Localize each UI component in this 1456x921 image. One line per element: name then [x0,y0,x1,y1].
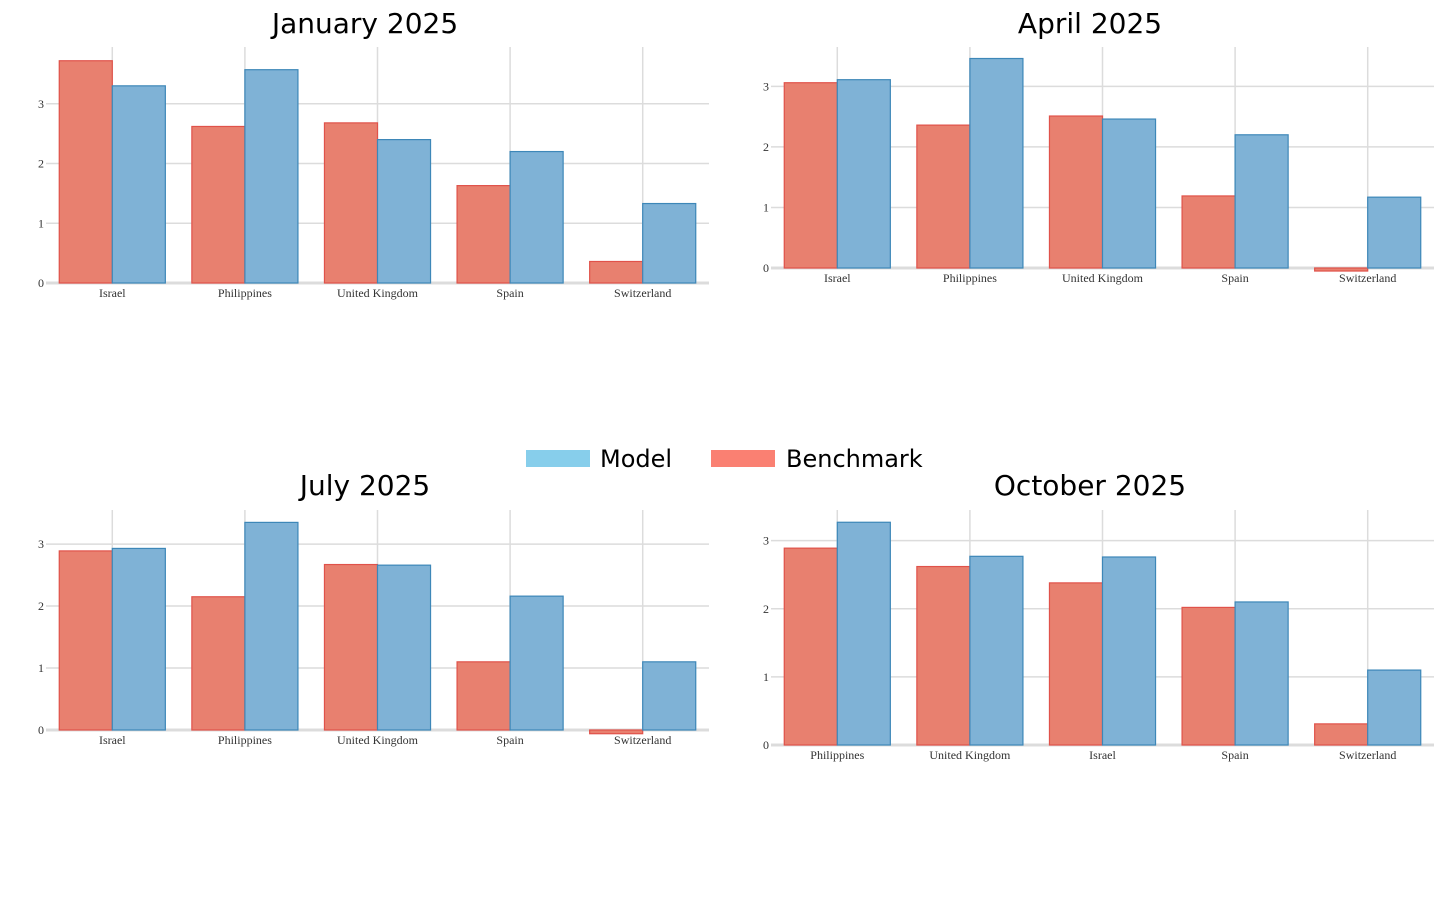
model-bar [1367,669,1422,746]
y-tick-label: 0 [38,276,44,290]
x-tick-label: United Kingdom [929,748,1011,762]
model-bar [642,661,697,731]
y-tick-label: 1 [38,661,44,675]
x-tick-label: United Kingdom [1062,271,1144,285]
y-tick-label: 3 [763,79,769,93]
benchmark-bar [456,661,511,731]
chart-panel-4: 0 1 2 3 Philippines United Kingdom Israel Spain… [763,469,1434,762]
y-tick-label: 2 [38,599,44,613]
x-tick-label: Spain [496,286,523,300]
x-tick-label: Israel [99,733,126,747]
legend-swatch-model [526,450,590,467]
chart-panel-2: 0 1 2 3 Israel Philippines United Kingdom Spain… [763,7,1434,285]
y-tick-label: 1 [763,670,769,684]
x-tick-label: Israel [99,286,126,300]
y-tick-label: 1 [763,200,769,214]
benchmark-bar [456,185,511,284]
y-tick-label: 2 [763,140,769,154]
model-bar [836,521,891,746]
x-tick-label: Philippines [218,286,272,300]
x-tick-label: Switzerland [1339,748,1396,762]
model-bar [1101,118,1157,269]
model-bar [1234,601,1289,746]
benchmark-bar [589,260,644,284]
benchmark-bar [783,547,838,746]
y-tick-label: 2 [38,157,44,171]
x-tick-label: United Kingdom [337,733,419,747]
benchmark-bar [1314,267,1369,272]
x-tick-label: Switzerland [1339,271,1396,285]
benchmark-bar [323,122,379,284]
benchmark-bar [1048,582,1104,746]
legend-label-model: Model [600,445,672,473]
y-tick-label: 1 [38,216,44,230]
chart-title: October 2025 [994,469,1186,502]
x-tick-label: Philippines [943,271,997,285]
x-tick-label: Israel [824,271,851,285]
x-tick-label: Philippines [810,748,864,762]
y-tick-label: 2 [763,602,769,616]
model-bar [642,202,697,284]
model-bar [376,139,432,284]
chart-panel-3: 0 1 2 3 Israel Philippines United Kingdom Spain… [38,469,709,747]
model-bar [1367,196,1422,269]
benchmark-bar [916,124,971,269]
benchmark-bar [323,563,379,731]
x-tick-label: Spain [496,733,523,747]
chart-title: April 2025 [1018,7,1162,40]
x-tick-label: Philippines [218,733,272,747]
chart-title: January 2025 [270,7,458,40]
y-tick-label: 3 [38,97,44,111]
model-bar [1234,134,1289,269]
model-bar [111,547,166,731]
x-tick-label: Switzerland [614,286,671,300]
chart-title: July 2025 [298,469,431,502]
legend-swatch-benchmark [711,450,775,467]
model-bar [969,555,1024,746]
model-bar [111,85,166,284]
benchmark-bar [1048,115,1104,269]
model-bar [836,79,891,269]
model-bar [244,69,299,284]
x-tick-label: Switzerland [614,733,671,747]
model-bar [969,57,1024,269]
model-bar [376,564,432,731]
x-tick-label: Spain [1221,748,1248,762]
model-bar [244,521,299,731]
legend-label-benchmark: Benchmark [786,445,923,473]
model-bar [509,595,564,731]
benchmark-bar [916,565,971,746]
benchmark-bar [58,550,113,731]
benchmark-bar [191,596,246,731]
benchmark-bar [1181,195,1236,269]
chart-panels: 0 1 2 3 Israel Philippines United Kingdom Spain… [38,7,1434,762]
benchmark-bar [58,60,113,284]
model-bar [509,150,564,284]
y-tick-label: 3 [38,537,44,551]
benchmark-bar [191,125,246,284]
y-tick-label: 0 [763,261,769,275]
benchmark-bar [589,729,644,735]
chart-panel-1: 0 1 2 3 Israel Philippines United Kingdom Spain… [38,7,709,300]
legend: Model Benchmark [526,445,923,473]
y-tick-label: 0 [38,723,44,737]
x-tick-label: Israel [1089,748,1116,762]
benchmark-bar [1314,723,1369,746]
x-tick-label: United Kingdom [337,286,419,300]
model-bar [1101,556,1157,746]
y-tick-label: 3 [763,534,769,548]
benchmark-bar [1181,606,1236,746]
y-tick-label: 0 [763,738,769,752]
x-tick-label: Spain [1221,271,1248,285]
benchmark-bar [783,82,838,269]
